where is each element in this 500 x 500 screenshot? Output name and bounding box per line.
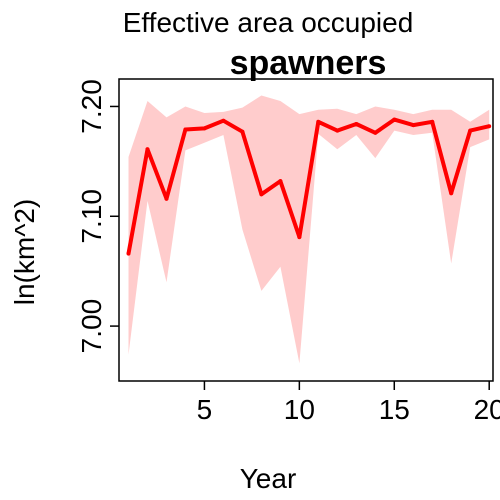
data-point bbox=[373, 131, 377, 135]
x-tick-label: 5 bbox=[197, 394, 213, 425]
data-point bbox=[468, 129, 472, 133]
data-point bbox=[240, 130, 244, 134]
data-point bbox=[183, 128, 187, 132]
data-point bbox=[145, 147, 149, 151]
data-point bbox=[335, 129, 339, 133]
y-axis: 7.00 7.10 7.20 bbox=[76, 79, 119, 353]
data-point bbox=[297, 235, 301, 239]
data-point bbox=[449, 191, 453, 195]
data-point bbox=[487, 124, 491, 128]
x-axis-label: Year bbox=[240, 463, 297, 494]
plot-area bbox=[126, 96, 491, 364]
x-tick-label: 10 bbox=[284, 394, 315, 425]
data-point bbox=[164, 197, 168, 201]
data-point bbox=[202, 126, 206, 130]
data-point bbox=[126, 252, 130, 256]
chart-subtitle: Effective area occupied bbox=[123, 7, 414, 38]
data-point bbox=[430, 120, 434, 124]
data-point bbox=[411, 123, 415, 127]
data-point bbox=[259, 192, 263, 196]
chart-title: spawners bbox=[230, 44, 387, 82]
y-axis-label: ln(km^2) bbox=[9, 199, 40, 305]
x-tick-label: 20 bbox=[474, 394, 500, 425]
y-tick-label: 7.20 bbox=[76, 79, 107, 134]
data-point bbox=[354, 122, 358, 126]
x-axis: 5 10 15 20 bbox=[197, 381, 500, 425]
y-tick-label: 7.10 bbox=[76, 189, 107, 244]
data-point bbox=[392, 118, 396, 122]
y-tick-label: 7.00 bbox=[76, 299, 107, 354]
x-tick-label: 15 bbox=[379, 394, 410, 425]
data-point bbox=[221, 119, 225, 123]
data-point bbox=[278, 179, 282, 183]
data-point bbox=[316, 120, 320, 124]
